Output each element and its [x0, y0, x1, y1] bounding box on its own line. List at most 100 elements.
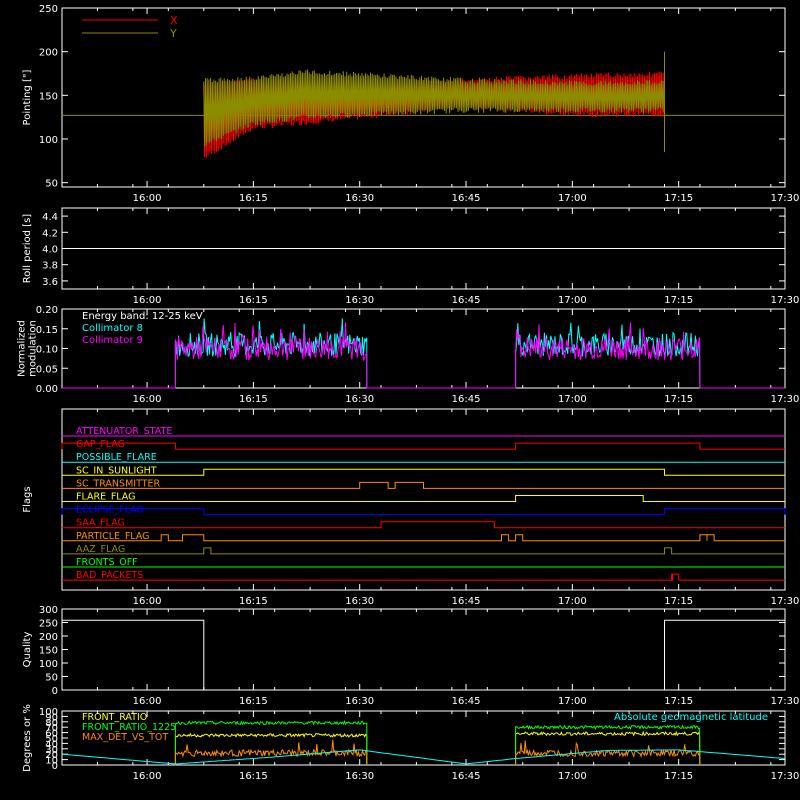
y-tick-label: 50 [45, 734, 58, 745]
y-tick-label: 0.00 [36, 384, 58, 395]
x-tick-label: 17:00 [558, 295, 587, 306]
panel-frame [61, 408, 786, 591]
flag-line-bad-packets [62, 573, 785, 581]
x-tick-label: 16:45 [452, 696, 481, 707]
flag-label-sc-transmitter: SC_TRANSMITTER [76, 478, 161, 489]
flag-line-aaz-flag [62, 547, 785, 555]
ratio-series-front-ratio [174, 730, 701, 766]
pointing-series-y [203, 69, 665, 147]
x-tick-label: 16:30 [345, 394, 374, 405]
modulation-series-collimator-8 [62, 318, 785, 389]
x-tick-label: 16:30 [345, 771, 374, 782]
y-tick-label: 0.15 [36, 325, 58, 336]
flag-label-eclipse-flag: ECLIPSE_FLAG [76, 505, 144, 516]
energy-band-annotation: Energy band: 12-25 keV [82, 311, 203, 322]
y-tick-label: 40 [45, 739, 58, 750]
flag-label-particle-flag: PARTICLE_FLAG [76, 531, 149, 542]
panel-frame [61, 608, 786, 691]
y-tick-label: 0.05 [36, 364, 58, 375]
flag-line-sc-transmitter [62, 481, 785, 489]
y-tick-label: 300 [39, 605, 58, 616]
y-tick-label: 90 [45, 712, 58, 723]
legend-label-collimator-8: Collimator 8 [82, 323, 143, 334]
x-tick-label: 17:30 [771, 771, 800, 782]
y-tick-label: 0.20 [36, 305, 58, 316]
x-tick-label: 16:45 [452, 193, 481, 204]
flag-label-saa-flag: SAA_FLAG [76, 518, 125, 529]
x-tick-label: 16:15 [239, 696, 268, 707]
y-tick-label: 4.4 [42, 212, 58, 223]
y-tick-label: 70 [45, 723, 58, 734]
ratio-series-absolute-geomagnetic-latitude [61, 749, 786, 765]
legend-label-max-det-vs-tot: MAX_DET_VS_TOT [82, 732, 168, 743]
flag-label-sc-in-sunlight: SC_IN_SUNLIGHT [76, 465, 157, 476]
panel-roll: 16:00 16:15 16:30 16:45 17:00 17:15 17:30 3.6 3.… [22, 207, 800, 306]
flag-line-saa-flag-2 [61, 442, 785, 450]
x-tick-label: 17:30 [771, 193, 800, 204]
legend-label-front-ratio-1225: FRONT_RATIO_1225 [82, 722, 176, 733]
x-tick-label: 16:30 [345, 696, 374, 707]
panel-frame [61, 7, 786, 188]
y-tick-label: 250 [39, 4, 58, 15]
y-axis-label: Normalized [17, 320, 28, 377]
x-tick-label: 16:45 [452, 596, 481, 607]
y-tick-label: 100 [39, 707, 58, 718]
flag-line-flare-flag [62, 495, 785, 502]
y-tick-label: 150 [39, 91, 58, 102]
x-tick-label: 16:15 [239, 394, 268, 405]
flag-label-possible-flare: POSSIBLE_FLARE [76, 452, 157, 463]
x-tick-label: 16:30 [345, 193, 374, 204]
y-axis-label: Roll period [s] [22, 214, 33, 283]
x-tick-label: 17:00 [558, 696, 587, 707]
y-tick-label: 4.2 [42, 228, 58, 239]
x-tick-label: 16:00 [133, 696, 162, 707]
y-tick-label: 100 [39, 135, 58, 146]
y-tick-label: 100 [39, 659, 58, 670]
flag-line-eclipse-flag [61, 508, 786, 516]
legend-label-y: Y [169, 27, 177, 40]
x-tick-label: 17:30 [771, 696, 800, 707]
x-tick-label: 17:15 [664, 394, 693, 405]
y-tick-label: 4.0 [42, 245, 58, 256]
flag-label-attenuator-state: ATTENUATOR_STATE [76, 426, 172, 437]
y-tick-label: 60 [45, 729, 58, 740]
y-axis-label: Degrees or % [22, 704, 33, 772]
x-tick-label: 16:00 [133, 771, 162, 782]
x-tick-label: 16:15 [239, 193, 268, 204]
flag-line-sc-in-sunlight [62, 468, 785, 476]
panel-modulation: 16:00 16:15 16:30 16:45 17:00 17:15 17:30 0.00 0… [17, 305, 800, 405]
x-tick-label: 16:45 [452, 394, 481, 405]
modulation-series-collimator-9 [62, 322, 785, 389]
x-tick-label: 17:00 [558, 771, 587, 782]
x-tick-label: 16:15 [239, 596, 268, 607]
y-tick-label: 20 [45, 750, 58, 761]
y-tick-label: 10 [45, 756, 58, 767]
x-tick-label: 16:00 [133, 295, 162, 306]
x-tick-label: 17:15 [664, 771, 693, 782]
y-axis-label: modulation [28, 320, 39, 377]
y-tick-label: 50 [45, 179, 58, 190]
y-axis-label: Quality [22, 632, 33, 668]
panel-ratios: 16:00 16:15 16:30 16:45 17:00 17:15 17:30 01020… [22, 704, 799, 782]
x-tick-label: 17:15 [664, 696, 693, 707]
legend-label-collimator-9: Collimator 9 [82, 335, 143, 346]
x-tick-label: 17:30 [771, 295, 800, 306]
y-tick-label: 200 [39, 48, 58, 59]
legend-label-absolute-geomagnetic-latitude: Absolute geomagnetic latitude [614, 712, 768, 723]
x-tick-label: 17:15 [664, 295, 693, 306]
x-tick-label: 17:00 [558, 193, 587, 204]
x-tick-label: 16:45 [452, 295, 481, 306]
y-tick-label: 30 [45, 745, 58, 756]
x-tick-label: 16:00 [133, 193, 162, 204]
x-tick-label: 16:45 [452, 771, 481, 782]
y-tick-label: 3.6 [42, 277, 58, 288]
legend-label-x: X [170, 14, 178, 27]
x-tick-label: 17:15 [664, 193, 693, 204]
quality-series [62, 619, 785, 691]
x-tick-label: 17:00 [558, 394, 587, 405]
x-tick-label: 16:00 [133, 394, 162, 405]
y-tick-label: 50 [45, 673, 58, 684]
flag-label-fronts-off: FRONTS_OFF [76, 557, 138, 568]
flag-label-bad-packets: BAD_PACKETS [76, 570, 143, 581]
